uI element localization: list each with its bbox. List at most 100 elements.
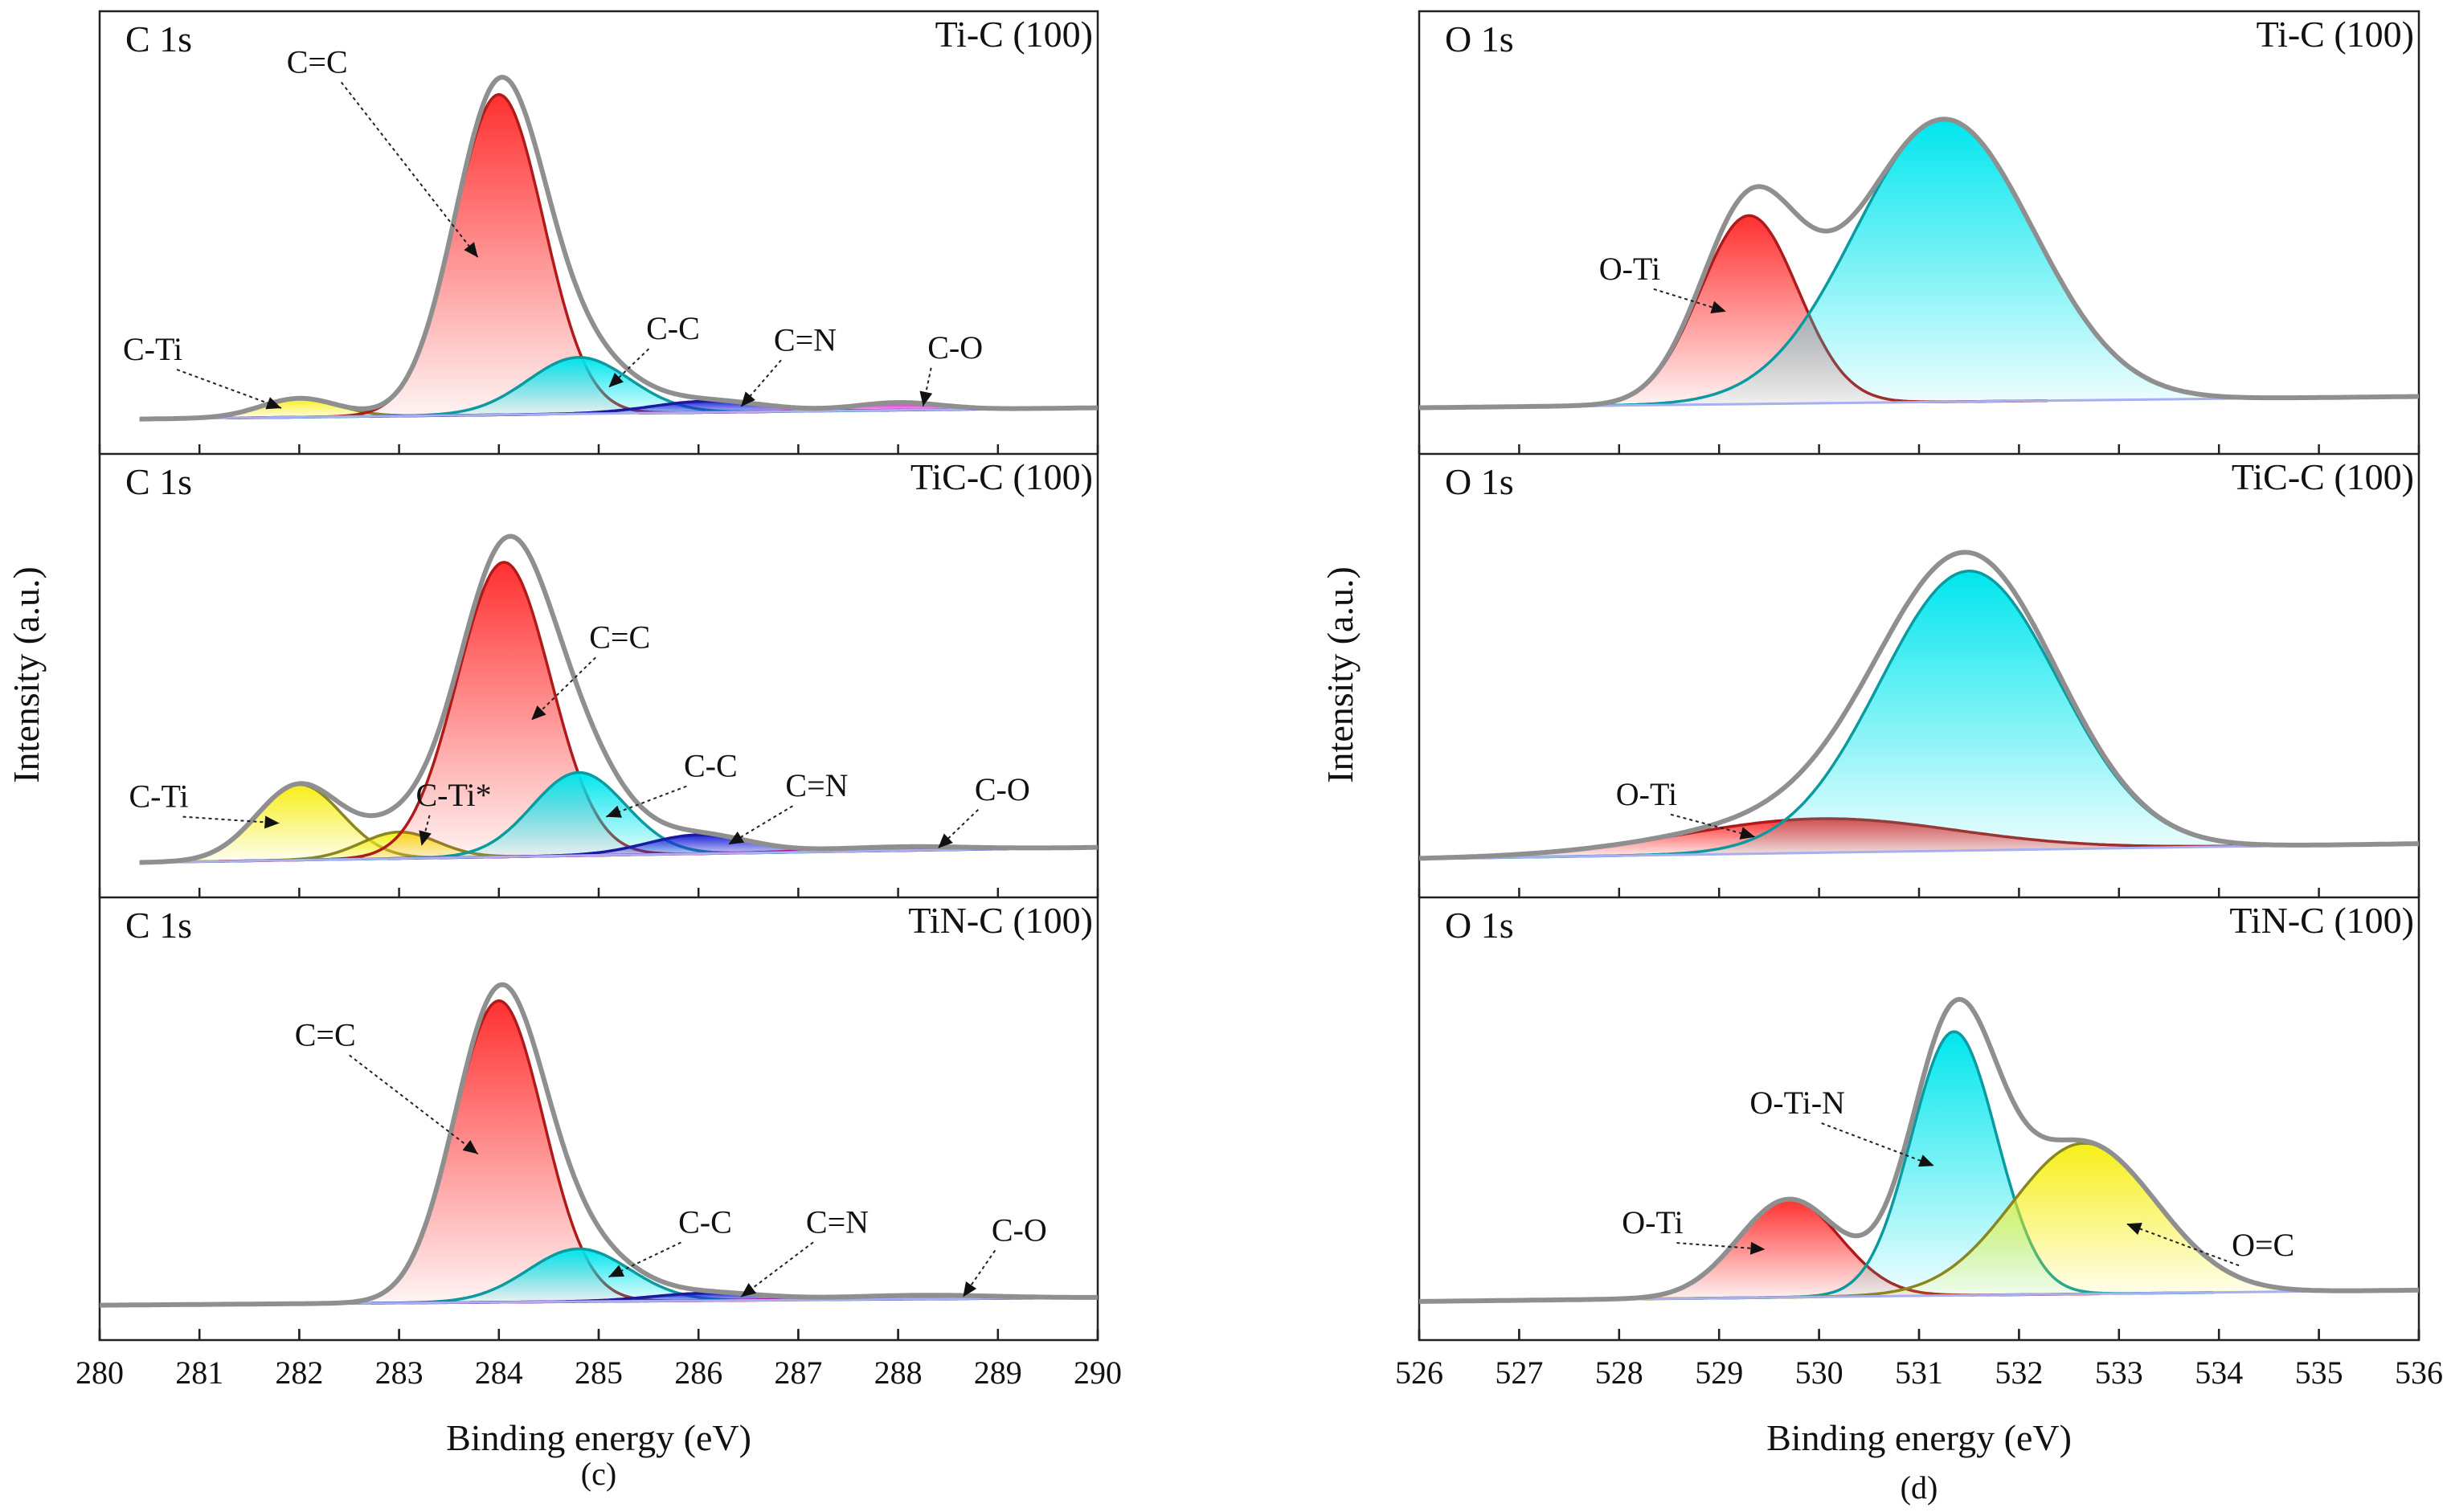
right-panel-ticks-4 [1418, 888, 2420, 897]
left-panel-tic-c-100: C 1s TiC-C (100) C-Ti C-Ti* C=C C-C C=N C-O [98, 456, 1099, 897]
left-annotation-c-double-n-2: C=N [806, 1203, 869, 1240]
left-annotation-c-double-c-0: C=C [287, 43, 348, 80]
left-x-tick-label: 286 [674, 1355, 722, 1391]
left-panel-ticks-1 [98, 888, 1099, 897]
left-arrowhead-c-double-n-2 [740, 1283, 757, 1297]
left-annotation-c-double-n-1: C=N [785, 767, 848, 803]
left-arrowhead-c-double-c-0 [464, 242, 478, 258]
left-annotation-c-o-0: C-O [927, 329, 983, 366]
left-peak-c-c-area-2 [267, 1248, 889, 1304]
right-peak-o-ti-n-area-5 [1694, 1032, 2214, 1299]
right-x-tick-label: 530 [1795, 1355, 1843, 1391]
left-arrowhead-c-double-c-1 [531, 705, 546, 721]
right-x-tick-label: 534 [2195, 1355, 2243, 1391]
left-annotation-c-ti-star-1: C-Ti* [415, 777, 491, 813]
right-peak-unlabeled-area-4 [1423, 570, 2418, 859]
left-arrowhead-c-c-2 [608, 1265, 625, 1277]
left-arrowhead-c-double-n-1 [728, 832, 745, 845]
left-panel-tin-c-100: C 1s TiN-C (100) C=C C-C C=N C-O [98, 900, 1099, 1340]
left-panel-ti-c-100: C 1s Ti-C (100) C-Ti C=C C-C C=N C-O [98, 14, 1099, 454]
right-annotation-o-ti-4: O-Ti [1616, 776, 1677, 812]
right-region-label-5: O 1s [1445, 905, 1514, 946]
left-baseline-1 [139, 846, 1099, 864]
left-envelope-2 [100, 982, 1098, 1308]
left-x-tick-label: 289 [974, 1355, 1022, 1391]
right-arrowhead-o-double-c-5 [2126, 1222, 2142, 1235]
left-arrow-c-double-n-2 [740, 1241, 814, 1298]
right-arrow-o-ti-4 [1670, 813, 1756, 838]
left-annotation-c-c-1: C-C [684, 748, 738, 784]
left-arrowhead-c-ti-0 [265, 397, 282, 410]
right-x-tick-label: 533 [2095, 1355, 2143, 1391]
right-annotation-o-double-c-5: O=C [2232, 1227, 2294, 1263]
left-arrow-c-double-c-0 [340, 81, 479, 259]
left-annotation-c-c-2: C-C [678, 1203, 732, 1240]
left-x-tick-label: 287 [774, 1355, 822, 1391]
right-panel-tic-c-100: O 1s TiC-C (100) O-Ti [1418, 456, 2420, 897]
right-arrowhead-o-ti-5 [1749, 1241, 1766, 1255]
right-peak-o-ti-area-3 [1450, 215, 2048, 408]
left-region-label-0: C 1s [125, 18, 192, 59]
left-peak-c-double-n-area-0 [370, 401, 1045, 417]
right-y-axis-title: Intensity (a.u.) [1320, 566, 1361, 783]
left-arrowhead-c-o-2 [963, 1281, 977, 1297]
left-panel-ticks-0 [98, 444, 1099, 454]
right-region-label-3: O 1s [1445, 18, 1514, 59]
right-panel-ti-c-100: O 1s Ti-C (100) O-Ti [1418, 14, 2420, 454]
left-peak-c-c-area-1 [293, 772, 862, 860]
left-envelope-1 [139, 533, 1099, 865]
left-annotation-c-double-c-1: C=C [589, 619, 650, 655]
right-x-tick-label: 526 [1395, 1355, 1443, 1391]
right-envelope-5 [1419, 996, 2419, 1304]
left-arrow-c-double-c-2 [349, 1054, 479, 1155]
right-envelope-4 [1419, 550, 2419, 861]
left-arrowhead-c-c-1 [606, 805, 622, 818]
right-sample-label-5: TiN-C (100) [2229, 900, 2414, 941]
right-x-tick-label: 529 [1695, 1355, 1743, 1391]
left-peak-c-o-area-0 [638, 403, 1098, 414]
left-baseline-0 [139, 407, 1099, 421]
right-arrow-o-double-c-5 [2126, 1223, 2240, 1267]
left-arrow-c-ti-0 [176, 369, 282, 409]
left-x-axis-title: Binding energy (eV) [446, 1417, 751, 1458]
left-peak-c-ti-area-1 [139, 784, 559, 863]
left-arrow-c-double-c-1 [530, 656, 596, 721]
left-x-tick-label: 285 [575, 1355, 623, 1391]
left-figure-c1s: C 1s Ti-C (100) C-Ti C=C C-C C=N C-O C 1s TiC-C … [6, 10, 1122, 1492]
right-panel-caption: (d) [1901, 1469, 1938, 1506]
left-arrowhead-c-o-0 [919, 390, 933, 407]
left-x-tick-label: 280 [76, 1355, 124, 1391]
right-peak-o-ti-area-5 [1477, 1199, 2100, 1302]
left-y-axis-title: Intensity (a.u.) [6, 566, 47, 783]
right-peak-unlabeled-area-3 [1419, 119, 2419, 408]
left-arrowhead-c-ti-1 [264, 815, 280, 829]
right-x-tick-label: 536 [2395, 1355, 2443, 1391]
left-peak-c-double-c-area-2 [226, 1000, 771, 1305]
right-arrow-o-ti-5 [1676, 1242, 1766, 1251]
left-annotation-c-o-2: C-O [992, 1212, 1047, 1248]
left-annotation-c-double-n-0: C=N [774, 321, 837, 358]
right-envelope-3 [1419, 116, 2419, 411]
right-figure-o1s: O 1s Ti-C (100)O-TiO 1s TiC-C (100)O-TiO 1… [1320, 10, 2443, 1506]
left-x-axis: 280 281 282 283 284 285 286 287 288 289 290 [76, 1329, 1122, 1391]
left-peak-c-double-n-area-2 [370, 1293, 1045, 1304]
right-region-label-4: O 1s [1445, 461, 1514, 502]
right-panel-tin-c-100: O 1s TiN-C (100) O-Ti O-Ti-N O=C [1418, 900, 2420, 1340]
left-annotation-c-ti-0: C-Ti [123, 331, 182, 367]
left-peak-c-c-area-0 [267, 357, 889, 418]
right-x-tick-label: 528 [1595, 1355, 1643, 1391]
right-annotation-o-ti-3: O-Ti [1599, 251, 1660, 287]
left-plot-frame [98, 10, 1099, 1342]
right-arrowhead-o-ti-4 [1739, 827, 1755, 840]
right-sample-label-3: Ti-C (100) [2257, 14, 2414, 55]
left-sample-label-2: TiN-C (100) [908, 900, 1093, 941]
right-sample-label-4: TiC-C (100) [2232, 456, 2414, 497]
left-annotation-c-o-1: C-O [975, 771, 1030, 807]
left-x-tick-label: 282 [275, 1355, 323, 1391]
left-sample-label-1: TiC-C (100) [910, 456, 1093, 497]
left-annotation-c-c-0: C-C [646, 310, 700, 346]
right-x-tick-label: 531 [1895, 1355, 1943, 1391]
left-peak-c-double-n-area-1 [387, 835, 1009, 859]
right-arrowhead-o-ti-n-5 [1917, 1154, 1934, 1167]
